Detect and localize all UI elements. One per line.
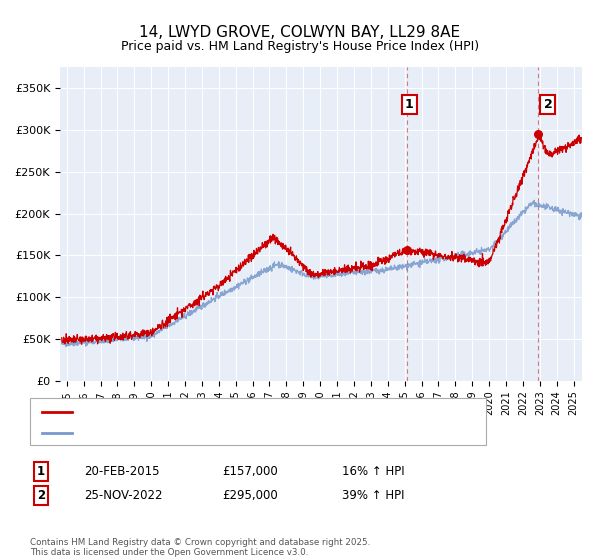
- Text: 2: 2: [37, 489, 45, 502]
- Text: 25-NOV-2022: 25-NOV-2022: [84, 489, 163, 502]
- Text: Contains HM Land Registry data © Crown copyright and database right 2025.
This d: Contains HM Land Registry data © Crown c…: [30, 538, 370, 557]
- Text: £295,000: £295,000: [222, 489, 278, 502]
- Text: 14, LWYD GROVE, COLWYN BAY, LL29 8AE (semi-detached house): 14, LWYD GROVE, COLWYN BAY, LL29 8AE (se…: [78, 407, 420, 417]
- Text: 14, LWYD GROVE, COLWYN BAY, LL29 8AE: 14, LWYD GROVE, COLWYN BAY, LL29 8AE: [139, 25, 461, 40]
- Text: 16% ↑ HPI: 16% ↑ HPI: [342, 465, 404, 478]
- Text: Price paid vs. HM Land Registry's House Price Index (HPI): Price paid vs. HM Land Registry's House …: [121, 40, 479, 53]
- Text: 2: 2: [544, 99, 552, 111]
- Text: 1: 1: [405, 99, 413, 111]
- Point: [402, 245, 412, 254]
- Point: [533, 129, 542, 138]
- Text: 39% ↑ HPI: 39% ↑ HPI: [342, 489, 404, 502]
- Text: HPI: Average price, semi-detached house, Conwy: HPI: Average price, semi-detached house,…: [78, 428, 335, 438]
- Text: £157,000: £157,000: [222, 465, 278, 478]
- Text: 1: 1: [37, 465, 45, 478]
- Text: 20-FEB-2015: 20-FEB-2015: [84, 465, 160, 478]
